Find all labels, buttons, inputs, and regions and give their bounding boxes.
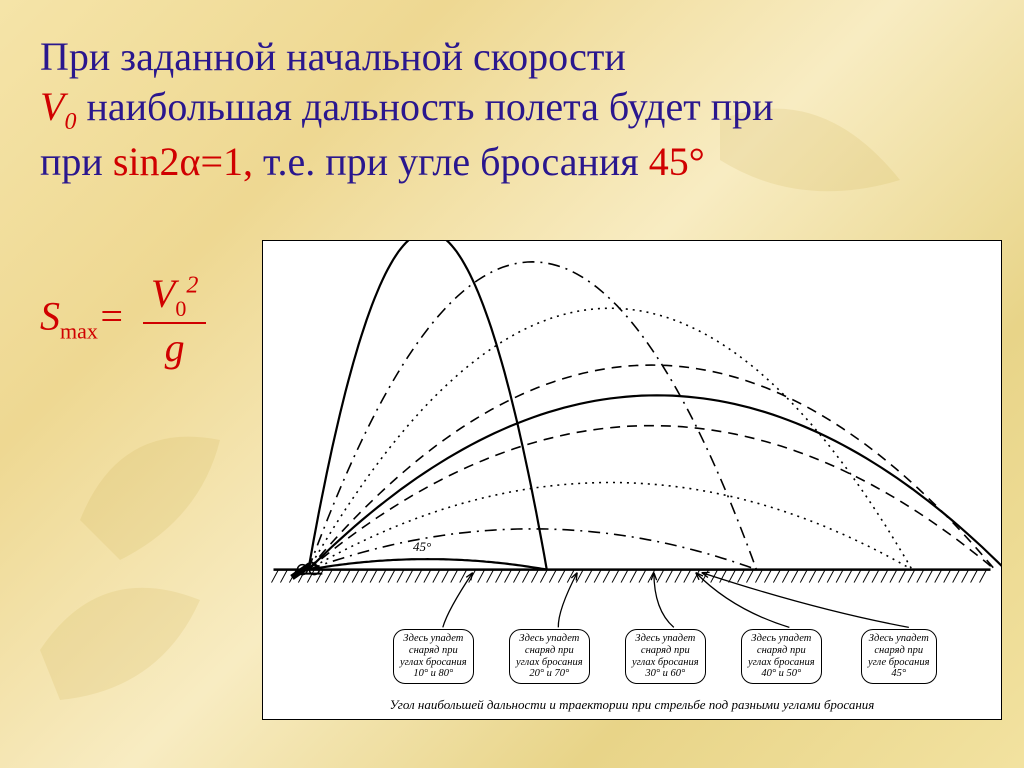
landing-label-3: Здесь упадет снаряд при углах бросания 4… xyxy=(741,629,822,684)
title-line3a: при xyxy=(40,139,113,184)
landing-label-0: Здесь упадет снаряд при углах бросания 1… xyxy=(393,629,474,684)
trajectory-10 xyxy=(308,559,546,570)
title-line1: При заданной начальной скорости xyxy=(40,34,626,79)
angle-45: 45° xyxy=(649,139,705,184)
trajectory-70 xyxy=(308,262,756,570)
landing-label-4: Здесь упадет снаряд при угле бросания 45… xyxy=(861,629,937,684)
v-symbol: V0 xyxy=(40,84,76,129)
title-text: При заданной начальной скорости V0 наибо… xyxy=(40,32,960,187)
trajectory-60 xyxy=(308,308,912,569)
diagram-caption: Угол наибольшей дальности и траектории п… xyxy=(263,697,1001,713)
trajectory-30 xyxy=(308,482,912,569)
angle-45-label: 45° xyxy=(413,539,431,555)
trajectory-diagram: 45° Здесь упадет снаряд при углах бросан… xyxy=(262,240,1002,720)
trajectory-40 xyxy=(308,426,995,570)
formula-smax: Smax= V02 g xyxy=(40,270,206,371)
title-line3b: т.е. при угле бросания xyxy=(263,139,649,184)
title-line2: наибольшая дальность полета будет при xyxy=(86,84,773,129)
sin-expression: sin2α=1, xyxy=(113,139,253,184)
trajectory-80 xyxy=(308,241,546,570)
landing-label-1: Здесь упадет снаряд при углах бросания 2… xyxy=(509,629,590,684)
trajectory-20 xyxy=(308,529,756,570)
landing-label-2: Здесь упадет снаряд при углах бросания 3… xyxy=(625,629,706,684)
